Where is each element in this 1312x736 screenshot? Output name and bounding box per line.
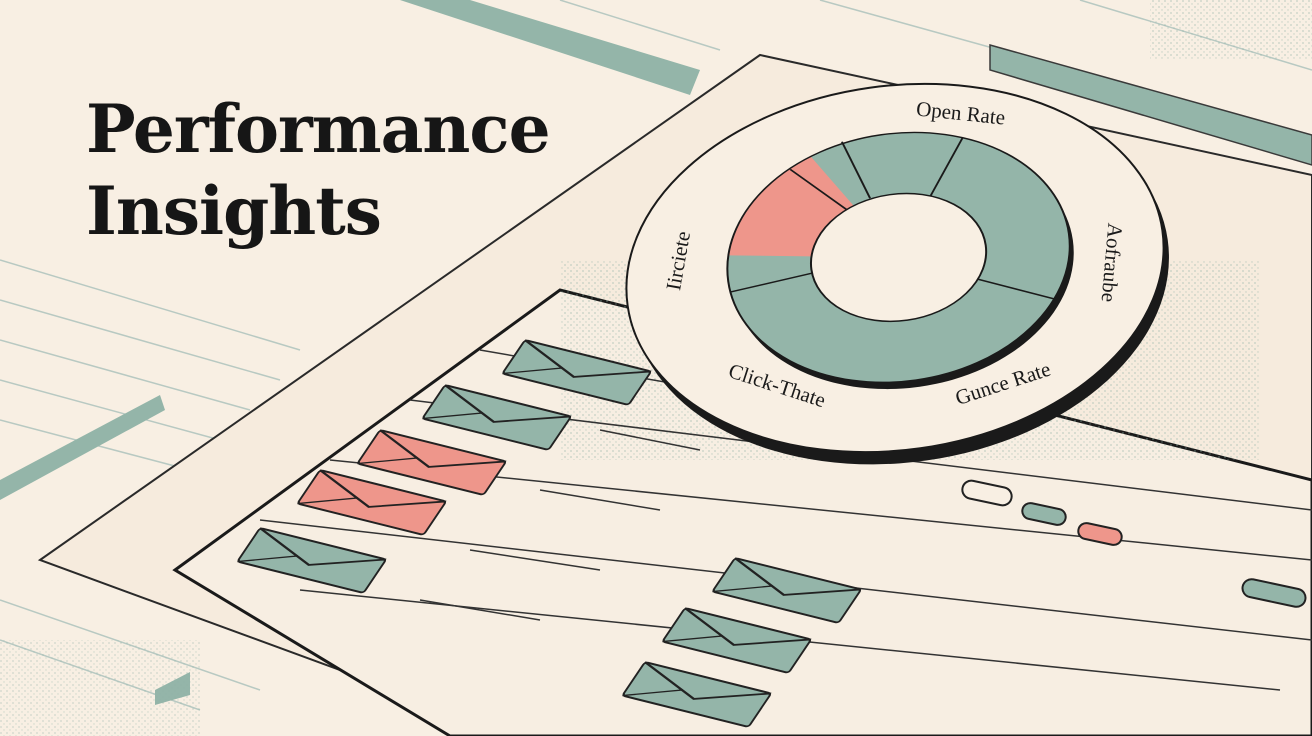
pill [1241,578,1307,608]
bg-bar [400,0,700,95]
bg-bar [989,44,1312,166]
bg-bar [0,395,165,500]
title-line: Insights [86,172,381,250]
title-line: Performance [86,90,550,168]
donut-disk [625,82,1169,465]
texture [1150,0,1312,60]
pill [1021,502,1067,526]
pill [1077,522,1123,546]
texture [0,640,200,736]
donut-segment [727,132,1070,383]
pill [961,479,1013,507]
